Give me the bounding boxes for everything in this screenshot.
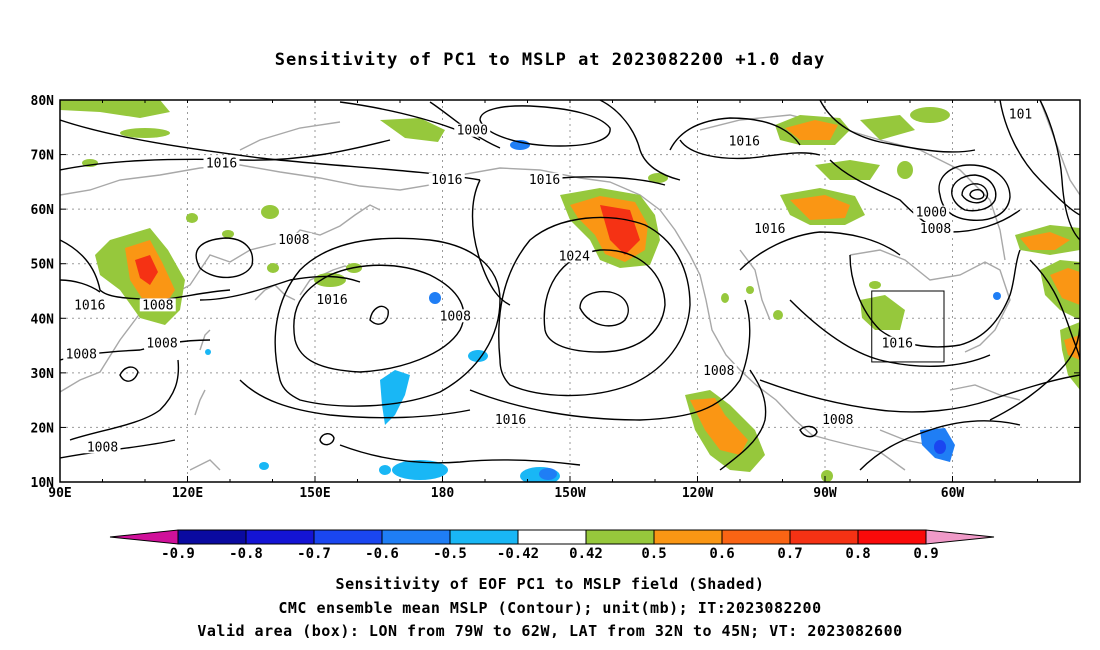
contour-label: 1000 xyxy=(457,124,488,139)
colorbar-segment xyxy=(449,529,519,545)
contour-label: 1008 xyxy=(703,364,734,379)
lat-label: 50N xyxy=(31,258,55,273)
colorbar-segment xyxy=(721,529,791,545)
contour-label-bg xyxy=(275,232,312,246)
lon-label: 150E xyxy=(299,486,330,501)
contour-label-bg xyxy=(556,249,593,263)
lat-label: 40N xyxy=(31,312,55,327)
lat-label: 30N xyxy=(31,367,55,382)
contour-label: 1008 xyxy=(440,309,471,324)
colorbar-label: 0.42 xyxy=(569,546,603,562)
colorbar-segment xyxy=(245,529,315,545)
lat-label: 60N xyxy=(31,203,55,218)
coastlines xyxy=(60,100,1080,471)
contour-label-bg xyxy=(314,292,350,306)
contour-label: 1016 xyxy=(754,222,785,237)
contour-label-bg xyxy=(492,412,529,426)
colorbar-segment xyxy=(517,529,587,545)
contour-label: 1000 xyxy=(916,206,947,221)
colorbar-label: 0.5 xyxy=(641,546,666,562)
contour-label: 1016 xyxy=(529,173,560,188)
contour-label-bg xyxy=(454,123,491,137)
contour-label: 101 xyxy=(1009,107,1032,122)
lat-label: 10N xyxy=(31,476,55,491)
contour-label-bg xyxy=(819,412,856,426)
colorbar-segment xyxy=(313,529,383,545)
lon-label: 150W xyxy=(554,486,585,501)
contour-label-bg xyxy=(700,363,737,377)
contour-label: 1008 xyxy=(278,233,309,248)
colorbar-label: -0.7 xyxy=(297,546,331,562)
colorbar-label: 0.6 xyxy=(709,546,734,562)
caption-line-3: Valid area (box): LON from 79W to 62W, L… xyxy=(197,622,903,640)
colorbar-label: 0.7 xyxy=(777,546,802,562)
contour-label: 1008 xyxy=(87,440,118,455)
lon-label: 180 xyxy=(431,486,455,501)
contour-label-bg xyxy=(84,440,121,454)
contour-label: 1008 xyxy=(146,337,177,352)
valid-area-box xyxy=(871,290,945,363)
caption-line-2: CMC ensemble mean MSLP (Contour); unit(m… xyxy=(278,599,822,617)
latitude-labels: 80N 70N 60N 50N 40N 30N 20N 10N xyxy=(31,94,55,491)
sensitivity-shading xyxy=(60,100,1080,482)
contour-label: 1024 xyxy=(559,249,590,264)
colorbar-segment xyxy=(857,529,927,545)
colorbar-label: 0.8 xyxy=(845,546,870,562)
contour-label-bg xyxy=(203,156,240,170)
contour-label-bg xyxy=(437,309,474,323)
contour-label: 1008 xyxy=(920,222,951,237)
contour-label: 1016 xyxy=(495,413,526,428)
contour-label: 1016 xyxy=(882,337,913,352)
contour-label-bg xyxy=(879,336,916,350)
contour-label-bg xyxy=(526,172,563,186)
lat-label: 70N xyxy=(31,149,55,164)
colorbar-label: -0.9 xyxy=(161,546,195,562)
colorbar-segment xyxy=(177,529,247,545)
contour-label-bg xyxy=(726,134,763,148)
contour-label-bg xyxy=(917,221,954,235)
contour-label: 1016 xyxy=(74,298,105,313)
contour-label-bg xyxy=(751,221,788,235)
contour-label: 1016 xyxy=(729,135,760,150)
contour-label-bg xyxy=(71,298,108,312)
colorbar-label: -0.8 xyxy=(229,546,263,562)
contour-label: 1016 xyxy=(316,293,347,308)
colorbar-max-arrow xyxy=(925,529,995,545)
lat-label: 20N xyxy=(31,421,55,436)
contour-label-bg xyxy=(144,336,180,350)
longitude-labels: 90E 120E 150E 180 150W 120W 90W 60W xyxy=(48,486,964,501)
colorbar-label: -0.6 xyxy=(365,546,399,562)
contour-label-bg xyxy=(1006,107,1035,121)
lon-label: 60W xyxy=(941,486,965,501)
axis-ticks xyxy=(59,99,1081,483)
colorbar: -0.9 -0.8 -0.7 -0.6 -0.5 -0.42 0.42 0.5 0.6 0.7 0.… xyxy=(109,529,995,562)
colorbar-min-arrow xyxy=(109,529,179,545)
lon-label: 120E xyxy=(172,486,203,501)
contour-label: 1016 xyxy=(206,156,237,171)
contour-label: 1008 xyxy=(822,413,853,428)
colorbar-label: -0.5 xyxy=(433,546,467,562)
colorbar-segment xyxy=(381,529,451,545)
lon-label: 120W xyxy=(682,486,713,501)
caption-line-1: Sensitivity of EOF PC1 to MSLP field (Sh… xyxy=(335,575,765,593)
lat-label: 80N xyxy=(31,94,55,109)
contour-label: 1016 xyxy=(431,173,462,188)
contour-label-bg xyxy=(63,347,100,361)
lon-label: 90W xyxy=(813,486,837,501)
map-title: Sensitivity of PC1 to MSLP at 2023082200… xyxy=(274,50,826,70)
colorbar-segment xyxy=(789,529,859,545)
colorbar-segment xyxy=(653,529,723,545)
colorbar-label: 0.9 xyxy=(913,546,938,562)
contour-label-bg xyxy=(428,172,465,186)
contour-label-bg xyxy=(139,298,176,312)
contour-label: 1008 xyxy=(66,347,97,362)
contour-label-bg xyxy=(913,205,950,219)
lon-label: 90E xyxy=(48,486,71,501)
contour-label: 1008 xyxy=(142,298,173,313)
colorbar-segment xyxy=(585,529,655,545)
colorbar-label: -0.42 xyxy=(497,546,539,562)
